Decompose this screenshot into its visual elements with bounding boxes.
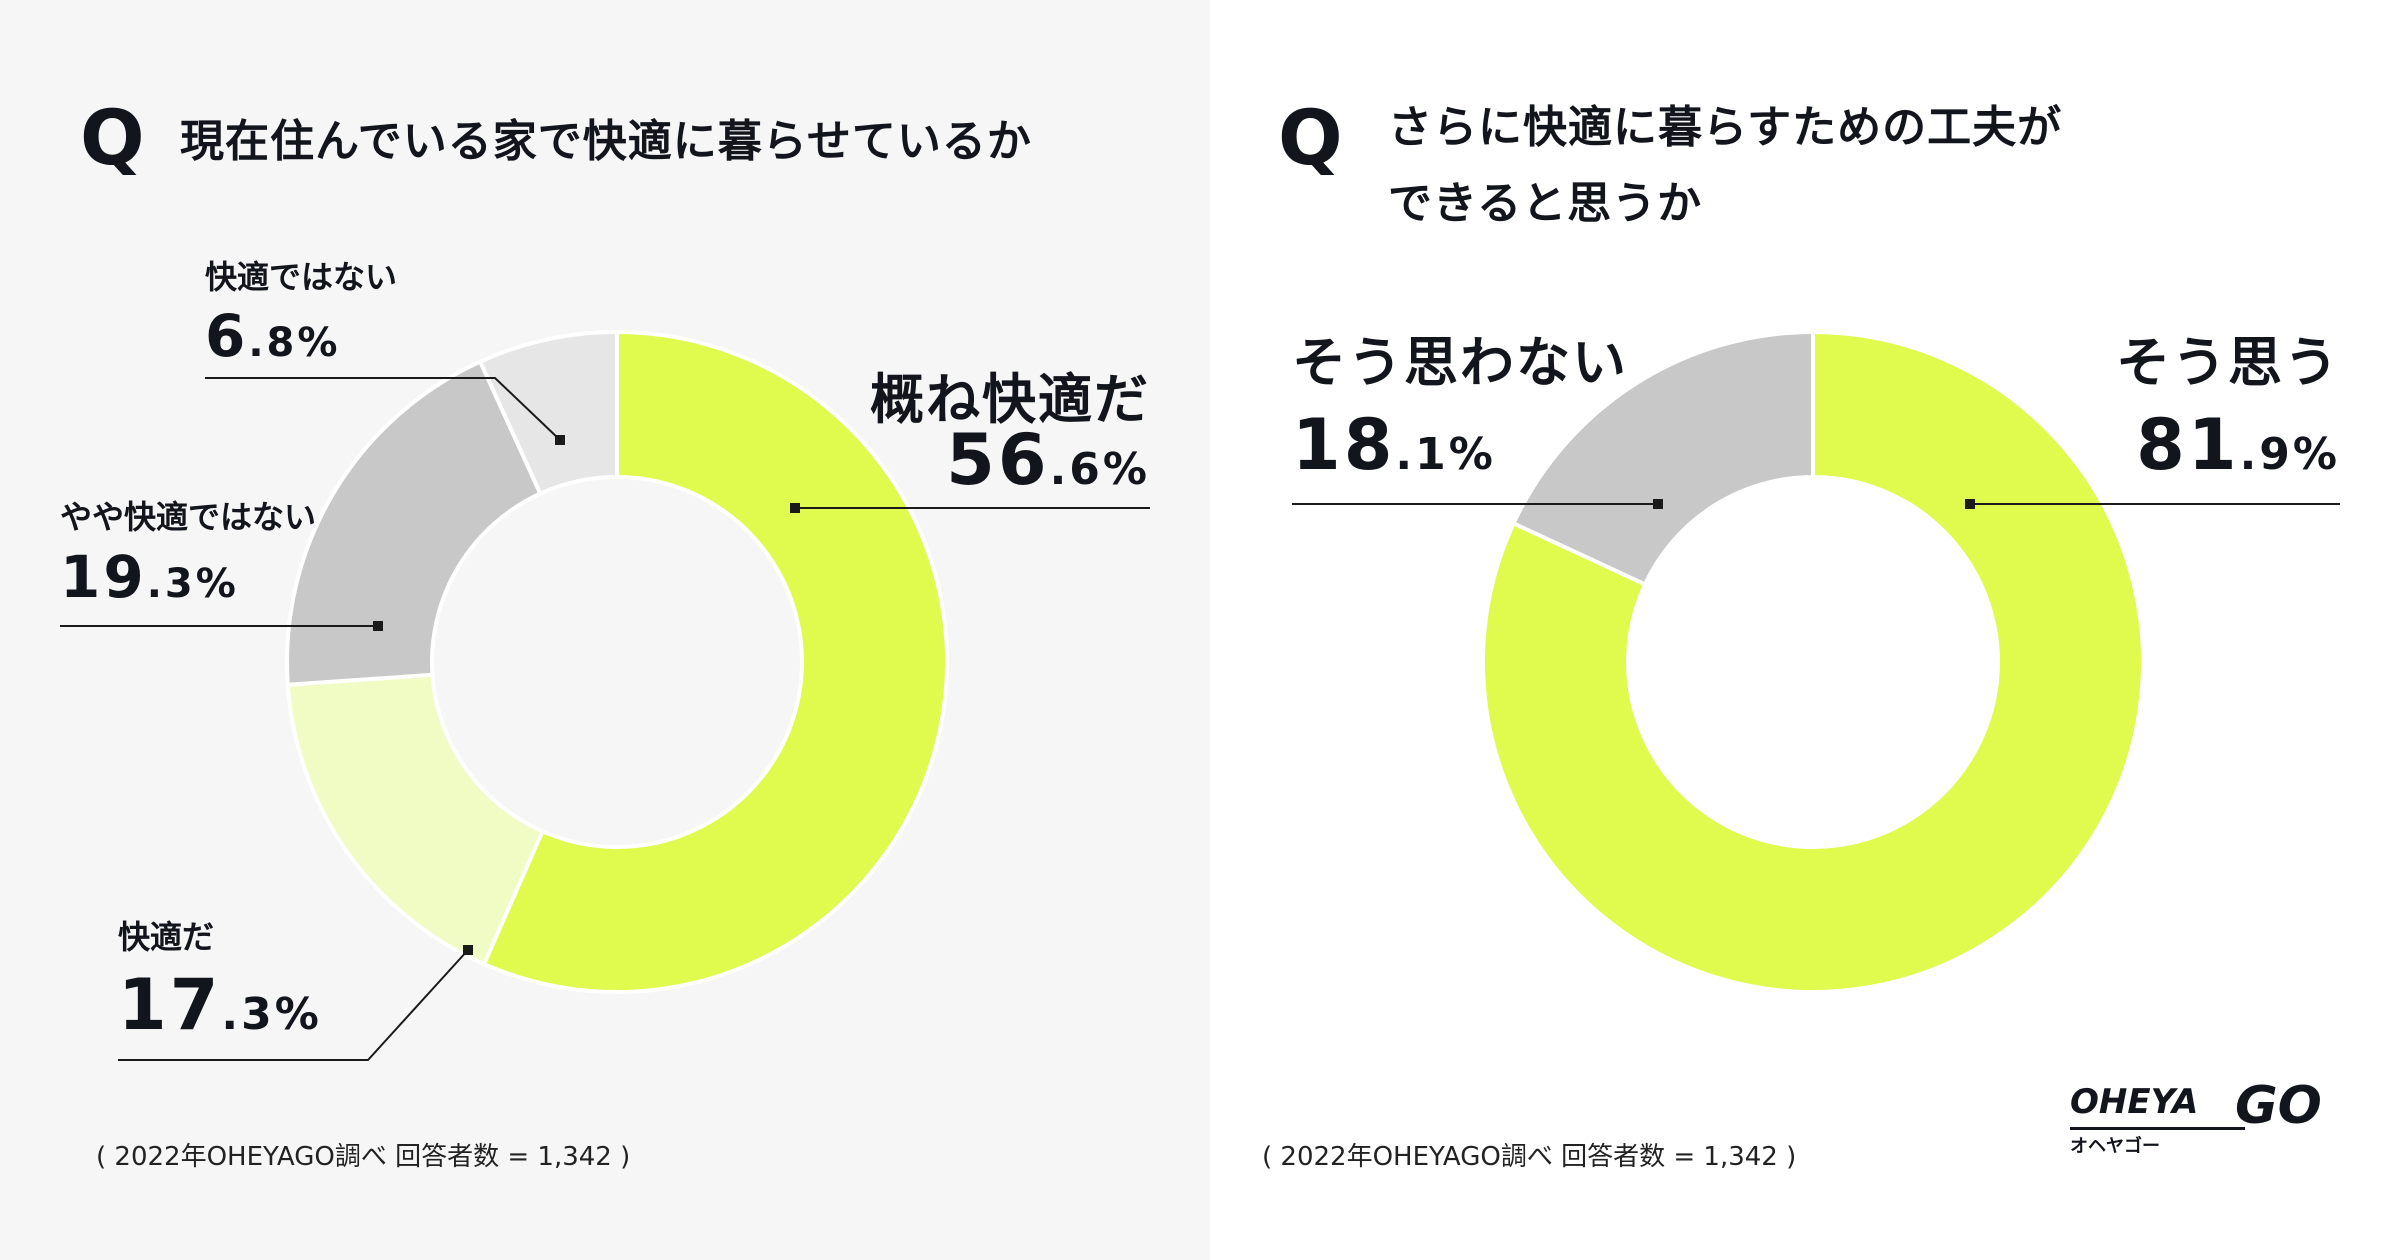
slice-label-not-comfortable: 快適ではない [205,258,398,296]
source-note-left: ( 2022年OHEYAGO調べ 回答者数 = 1,342 ) [96,1142,631,1172]
donut-slice [481,329,949,994]
leader-dot [790,503,800,513]
leader-dot [373,621,383,631]
slice-label-comfortable: 快適だ [118,918,215,956]
leader-line [205,377,561,441]
slice-value-disagree: 18.1% [1292,404,1496,486]
leader-dot [463,945,473,955]
slice-value-comfortable: 17.3% [118,964,322,1046]
question-mark-right: Q [1278,93,1343,182]
question-mark-left: Q [80,93,145,182]
slice-label-somewhat-uncomfortable: やや快適ではない [60,498,317,536]
donut-slice [1510,329,1815,587]
leader-line [118,949,469,1061]
donut-chart-right [1292,329,2340,994]
leader-dot [1965,499,1975,509]
donut-slice [477,329,619,497]
question-title-right-line2: できると思うか [1388,178,1703,229]
left-panel: Q 現在住んでいる家で快適に暮らせているか 概ね快適だ 56.6% 快適ではない… [60,93,1150,1172]
oheyago-logo: OHEYA GO オヘヤゴー [2070,1076,2322,1157]
slice-value-agree: 81.9% [2136,404,2340,486]
question-title-right-line1: さらに快適に暮らすための工夫が [1388,102,2063,153]
slice-label-mostly-comfortable: 概ね快適だ [870,368,1150,431]
donut-slice [1481,329,2145,994]
slice-value-not-comfortable: 6.8% [205,302,341,370]
slice-value-mostly-comfortable: 56.6% [946,419,1150,501]
slice-label-disagree: そう思わない [1292,331,1628,394]
slice-value-somewhat-uncomfortable: 19.3% [60,543,239,611]
leader-dot [1653,499,1663,509]
source-note-right: ( 2022年OHEYAGO調べ 回答者数 = 1,342 ) [1262,1142,1797,1172]
slice-label-agree: そう思う [2116,331,2340,394]
donut-slice [285,359,543,687]
leader-dot [555,435,565,445]
donut-slice [285,672,546,967]
question-title-left: 現在住んでいる家で快適に暮らせているか [180,116,1032,167]
right-panel: Q さらに快適に暮らすための工夫が できると思うか そう思わない 18.1% そ… [1210,0,2400,1260]
donut-chart-left [60,329,1150,1061]
